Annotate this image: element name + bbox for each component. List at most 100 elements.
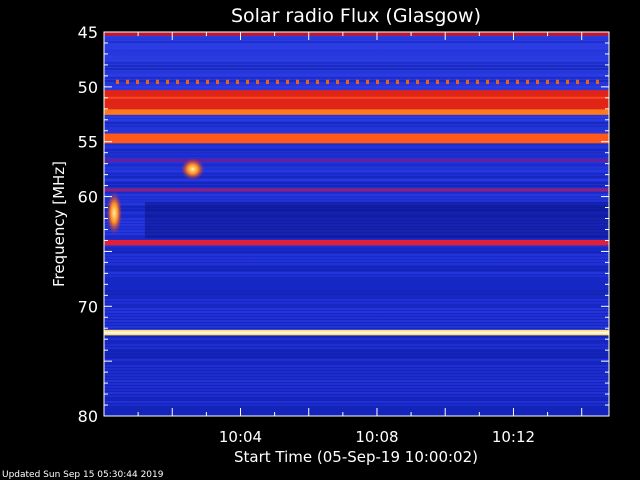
y-tick-label: 70 [78,297,98,316]
band-dash [196,79,199,85]
texture-stripe [104,56,609,58]
texture-stripe [104,290,609,292]
texture-stripe [104,293,609,295]
texture-stripe [104,248,609,250]
texture-stripe [104,365,609,367]
texture-stripe [104,284,609,286]
band-dash [596,79,599,85]
texture-stripe [104,353,609,355]
band-dash [186,79,189,85]
spectrogram-texture [104,32,609,415]
texture-stripe [104,407,609,409]
texture-stripe [104,47,609,49]
texture-stripe [104,398,609,400]
band-dash [406,79,409,85]
texture-stripe [104,167,609,169]
x-axis-label: Start Time (05-Sep-19 10:00:02) [234,448,478,466]
texture-stripe [104,296,609,298]
frequency-band [104,109,609,115]
texture-stripe [104,74,609,76]
band-dash [566,79,569,85]
texture-stripe [104,359,609,361]
texture-stripe [104,164,609,166]
texture-stripe [104,308,609,310]
x-tick-label: 10:04 [219,428,262,446]
band-dash [216,79,219,85]
texture-stripe [104,377,609,379]
texture-stripe [104,338,609,340]
band-dash [366,79,369,85]
texture-stripe [104,299,609,301]
chart-title: Solar radio Flux (Glasgow) [231,5,481,27]
band-dash [166,79,169,85]
band-dash [486,79,489,85]
texture-stripe [104,305,609,307]
texture-stripe [104,317,609,319]
band-dash [516,79,519,85]
texture-stripe [104,347,609,349]
texture-stripe [104,392,609,394]
texture-stripe [104,272,609,274]
texture-stripe [104,389,609,391]
texture-stripe [104,257,609,259]
texture-stripe [104,245,609,247]
texture-stripe [104,275,609,277]
band-dash [536,79,539,85]
texture-stripe [104,65,609,67]
texture-stripe [104,41,609,43]
band-dash [506,79,509,85]
band-dash [326,79,329,85]
texture-stripe [104,368,609,370]
texture-stripe [104,251,609,253]
texture-stripe [104,62,609,64]
texture-stripe [104,119,609,121]
texture-stripe [104,185,609,187]
texture-stripe [104,320,609,322]
band-dash [396,79,399,85]
texture-stripe [104,194,609,196]
band-dash [496,79,499,85]
texture-stripe [104,362,609,364]
radio-burst [180,158,205,181]
texture-stripe [104,143,609,145]
texture-stripe [104,131,609,133]
frequency-bands [104,32,609,336]
texture-stripe [104,341,609,343]
band-dash [136,79,139,85]
texture-stripe [104,89,609,91]
texture-stripe [104,302,609,304]
texture-stripe [104,371,609,373]
y-tick-label: 60 [78,188,98,207]
band-dash [126,79,129,85]
band-dash [526,79,529,85]
band-dash [336,79,339,85]
texture-stripe [104,404,609,406]
band-dash [146,79,149,85]
band-dash [556,79,559,85]
texture-stripe [104,128,609,130]
texture-stripe [104,344,609,346]
texture-stripe [104,176,609,178]
band-dash [316,79,319,85]
frequency-band [104,133,609,144]
texture-stripe [104,38,609,40]
texture-stripe [104,86,609,88]
texture-stripe [104,170,609,172]
dark-region [144,202,609,239]
radio-bursts [106,158,205,236]
y-axis-label: Frequency [MHz] [50,161,68,287]
texture-stripe [104,335,609,337]
texture-stripe [104,122,609,124]
band-dash [236,79,239,85]
y-tick-label: 50 [78,78,98,97]
frequency-band [104,158,609,163]
texture-stripe [104,44,609,46]
texture-stripe [104,197,609,199]
texture-stripe [104,374,609,376]
band-dash [176,79,179,85]
band-dash [476,79,479,85]
texture-stripe [104,266,609,268]
texture-stripe [104,155,609,157]
texture-stripe [104,323,609,325]
texture-stripe [104,146,609,148]
